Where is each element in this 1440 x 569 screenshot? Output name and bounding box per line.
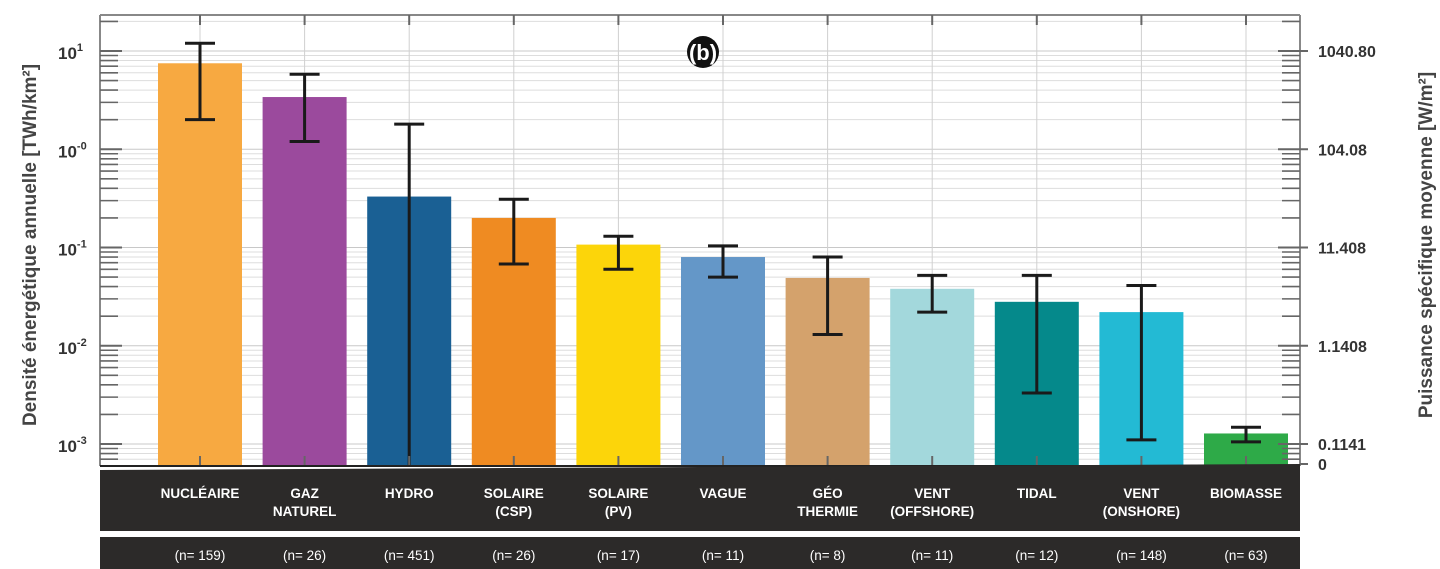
y-tick-label: 101 xyxy=(58,42,83,63)
bar xyxy=(576,244,661,466)
category-label: (CSP) xyxy=(495,504,532,519)
sample-count-label: (n= 451) xyxy=(384,548,435,563)
right-tick-label: 1040.80 xyxy=(1318,44,1376,61)
category-label: VENT xyxy=(914,486,951,501)
bar xyxy=(158,63,242,466)
labels: (b) Densité énergétique annuelle [TWh/km… xyxy=(20,36,1437,563)
panel-label-badge xyxy=(687,36,719,68)
sample-count-label: (n= 8) xyxy=(810,548,846,563)
y-tick-label: 10-1 xyxy=(58,239,87,260)
bar xyxy=(681,257,765,466)
category-label: BIOMASSE xyxy=(1210,486,1282,501)
panel-label: (b) xyxy=(689,40,717,65)
category-label: GÉO xyxy=(813,486,843,501)
y-axis-title-left: Densité énergétique annuelle [TWh/km²] xyxy=(20,64,41,426)
sample-count-label: (n= 148) xyxy=(1116,548,1167,563)
category-label: HYDRO xyxy=(385,486,434,501)
axes xyxy=(99,14,1308,467)
right-tick-label: 1.1408 xyxy=(1318,339,1367,356)
category-label: NUCLÉAIRE xyxy=(161,486,240,501)
category-label: SOLAIRE xyxy=(588,486,648,501)
category-label: (PV) xyxy=(605,504,632,519)
right-tick-label: 0.1141 xyxy=(1318,437,1366,454)
y-tick-label: 10-0 xyxy=(58,140,87,161)
y-axis-title-right: Puissance spécifique moyenne [W/m²] xyxy=(1416,72,1437,418)
category-label: NATUREL xyxy=(273,504,337,519)
sample-count-label: (n= 159) xyxy=(175,548,226,563)
sample-count-label: (n= 26) xyxy=(492,548,535,563)
category-label: VAGUE xyxy=(699,486,746,501)
sample-count-label: (n= 26) xyxy=(283,548,326,563)
category-band xyxy=(100,464,1300,569)
y-tick-label: 10-3 xyxy=(58,435,87,456)
sample-count-label: (n= 11) xyxy=(702,548,744,563)
bar xyxy=(890,288,975,466)
category-label: THERMIE xyxy=(797,504,858,519)
sample-count-label: (n= 11) xyxy=(911,548,953,563)
right-tick-label: 0 xyxy=(1318,457,1327,474)
category-label: (OFFSHORE) xyxy=(890,504,974,519)
category-label: TIDAL xyxy=(1017,486,1057,501)
sample-count-label: (n= 17) xyxy=(597,548,640,563)
sample-count-label: (n= 12) xyxy=(1015,548,1058,563)
bar xyxy=(262,97,347,466)
right-tick-label: 104.08 xyxy=(1318,142,1367,159)
count-band-background xyxy=(100,537,1300,569)
category-band-background xyxy=(100,464,1300,531)
category-label: (ONSHORE) xyxy=(1103,504,1180,519)
bars xyxy=(158,41,1288,466)
y-tick-label: 10-2 xyxy=(58,337,87,358)
category-label: VENT xyxy=(1123,486,1160,501)
category-label: SOLAIRE xyxy=(484,486,544,501)
category-label: GAZ xyxy=(290,486,319,501)
right-tick-label: 11.408 xyxy=(1318,241,1366,258)
sample-count-label: (n= 63) xyxy=(1224,548,1267,563)
